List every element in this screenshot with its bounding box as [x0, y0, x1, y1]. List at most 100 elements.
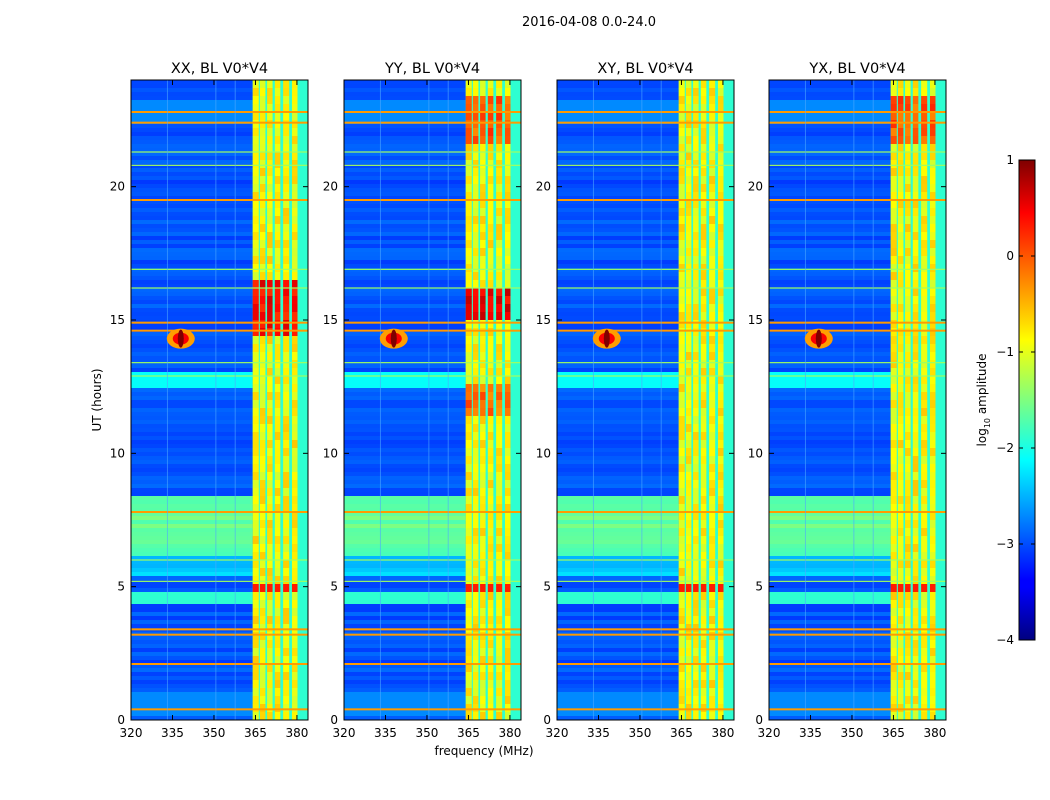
band-cell — [897, 200, 904, 209]
band-cell — [259, 472, 266, 481]
rfi-line — [131, 121, 308, 124]
band-cell — [259, 512, 266, 521]
band-cell — [283, 704, 290, 713]
spectrum-row — [131, 420, 253, 425]
band-cell — [472, 536, 479, 545]
band-cell — [259, 256, 266, 265]
band-cell — [921, 80, 928, 89]
band-cell — [465, 344, 472, 353]
band-cell — [274, 272, 281, 281]
band-cell — [487, 352, 494, 361]
band-cell — [504, 224, 511, 233]
rfi-faint-line — [131, 559, 308, 561]
band-cell — [897, 328, 904, 337]
band-cell — [480, 568, 486, 577]
band-cell — [921, 384, 928, 393]
band-cell — [890, 520, 897, 529]
burst-core — [815, 329, 822, 348]
spectrum-row — [131, 348, 253, 353]
spectrum-row — [344, 188, 466, 193]
spectrum-row — [131, 184, 253, 189]
band-cell — [693, 552, 699, 561]
band-cell — [921, 680, 928, 689]
band-cell — [259, 368, 266, 377]
rfi-faint-line — [344, 580, 521, 582]
band-cell — [929, 512, 936, 521]
band-cell — [700, 528, 707, 537]
spectrum-row — [344, 96, 466, 101]
spectrum-row — [769, 112, 891, 117]
band-cell — [283, 176, 290, 185]
spectrum-row — [344, 168, 466, 173]
band-cell — [693, 376, 699, 385]
spectrum-row — [344, 260, 466, 265]
band-cell — [274, 360, 281, 369]
band-cell — [283, 120, 290, 129]
band-cell — [717, 336, 724, 345]
band-cell — [678, 504, 685, 513]
band-cell — [693, 360, 699, 369]
spectrum-row — [769, 220, 891, 225]
band-cell — [252, 648, 259, 657]
band-cell — [890, 448, 897, 457]
band-cell — [472, 680, 479, 689]
band-cell — [274, 368, 281, 377]
x-tick-label: 365 — [244, 726, 267, 740]
band-cell — [685, 224, 692, 233]
band-cell — [912, 280, 919, 289]
band-cell — [480, 696, 486, 705]
band-cell — [252, 264, 259, 273]
band-cell — [897, 408, 904, 417]
band-cell — [496, 352, 503, 361]
band-cell — [709, 656, 716, 665]
spectrum-row — [344, 280, 466, 285]
band-cell — [929, 616, 936, 625]
y-tick-label: 10 — [748, 446, 763, 460]
band-cell — [480, 672, 486, 681]
band-cell — [504, 336, 511, 345]
spectrum-row — [131, 660, 253, 665]
band-cell — [267, 472, 273, 481]
band-cell — [693, 224, 699, 233]
spectrum-row — [769, 504, 891, 509]
band-cell — [274, 168, 281, 177]
band-cell — [685, 192, 692, 201]
band-cell — [717, 264, 724, 273]
band-cell — [905, 296, 911, 305]
spectrum-row — [131, 140, 253, 145]
rfi-line — [557, 663, 734, 665]
rfi-faint-line — [557, 580, 734, 582]
band-cell — [259, 704, 266, 713]
band-cell — [685, 104, 692, 113]
band-cell — [480, 176, 486, 185]
band-cell — [496, 168, 503, 177]
spectrum-row — [557, 112, 679, 117]
band-cell — [905, 368, 911, 377]
band-cell — [259, 152, 266, 161]
band-cell — [274, 664, 281, 673]
band-cell — [487, 384, 494, 393]
band-cell — [890, 648, 897, 657]
band-cell — [678, 528, 685, 537]
spectrum-row — [769, 208, 891, 213]
band-cell — [267, 456, 273, 465]
spectrum-row — [344, 108, 466, 113]
spectrum-row — [344, 464, 466, 469]
band-cell — [472, 192, 479, 201]
band-cell — [480, 560, 486, 569]
band-cell — [267, 368, 273, 377]
band-cell — [472, 200, 479, 209]
band-cell — [685, 320, 692, 329]
band-cell — [897, 104, 904, 113]
spectrum-row — [769, 692, 891, 697]
band-cell — [252, 304, 259, 313]
band-cell — [929, 496, 936, 505]
band-cell — [929, 432, 936, 441]
band-cell — [496, 272, 503, 281]
spectrum-row — [557, 384, 679, 389]
band-cell — [465, 520, 472, 529]
colorbar-tick-label: 1 — [1006, 153, 1014, 167]
band-cell — [709, 520, 716, 529]
